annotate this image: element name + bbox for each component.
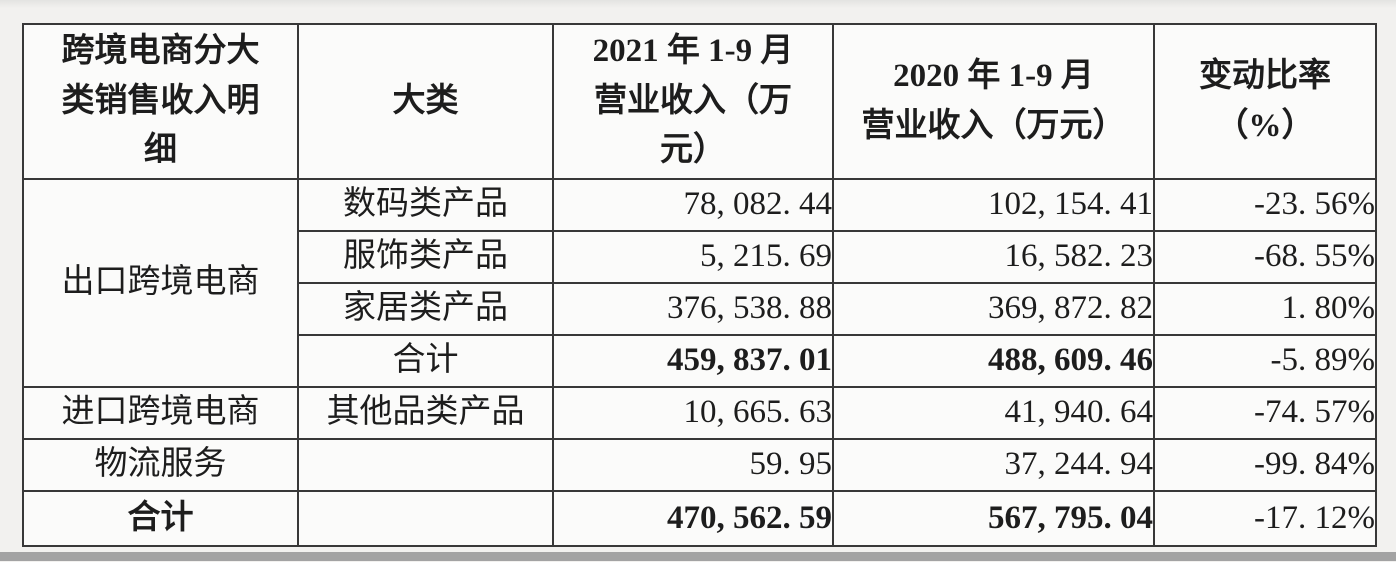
header-2021-line: 2021 年 1-9 月 — [592, 33, 794, 70]
revenue-2021-cell: 78, 082. 44 — [552, 178, 834, 232]
table-row-logistics: 物流服务 59. 95 37, 244. 94 -99. 84% — [22, 438, 1377, 492]
change-ratio-cell: -74. 57% — [1153, 386, 1377, 440]
header-category-line: 大类 — [392, 82, 459, 119]
header-change-line: （%） — [1215, 107, 1315, 144]
change-ratio-cell: -68. 55% — [1153, 230, 1377, 284]
revenue-2021-cell: 10, 665. 63 — [552, 386, 834, 440]
bottom-shadow-bar — [0, 552, 1396, 561]
revenue-2021-cell: 470, 562. 59 — [552, 490, 834, 547]
table-row-export-subtotal: 合计 459, 837. 01 488, 609. 46 -5. 89% — [23, 334, 1377, 388]
change-ratio-cell: -99. 84% — [1153, 438, 1377, 492]
category-cell: 其他品类产品 — [297, 386, 554, 440]
revenue-2020-cell: 41, 940. 64 — [832, 386, 1155, 440]
revenue-2020-cell: 102, 154. 41 — [832, 178, 1155, 232]
revenue-2021-cell: 459, 837. 01 — [552, 334, 834, 388]
category-cell: 家居类产品 — [297, 282, 554, 336]
header-2021-line: 元） — [660, 132, 726, 169]
change-ratio-cell: 1. 80% — [1153, 282, 1377, 336]
revenue-breakdown-table: 跨境电商分大 类销售收入明 细 大类 2021 年 1-9 月 营业收入（万 元… — [22, 23, 1377, 547]
category-cell-empty — [297, 438, 554, 492]
revenue-2021-cell: 59. 95 — [552, 438, 834, 492]
header-detail-line: 类销售收入明 — [61, 82, 260, 119]
subtotal-label-cell: 合计 — [297, 334, 554, 388]
change-ratio-cell: -17. 12% — [1153, 490, 1377, 547]
header-detail-line: 细 — [144, 132, 177, 169]
revenue-2020-cell: 488, 609. 46 — [832, 334, 1155, 388]
revenue-2020-cell: 369, 872. 82 — [832, 282, 1155, 336]
table-row-grand-total: 合计 470, 562. 59 567, 795. 04 -17. 12% — [22, 490, 1377, 547]
table-row-home: 家居类产品 376, 538. 88 369, 872. 82 1. 80% — [23, 282, 1377, 336]
header-change-line: 变动比率 — [1199, 58, 1331, 94]
table-row-digital: 出口跨境电商 数码类产品 78, 082. 44 102, 154. 41 -2… — [22, 178, 1377, 388]
category-cell: 数码类产品 — [297, 178, 554, 232]
group-cell-logistics: 物流服务 — [22, 438, 299, 492]
group-cell-import: 进口跨境电商 — [22, 386, 299, 440]
header-category: 大类 — [297, 23, 554, 180]
table-row-import: 进口跨境电商 其他品类产品 10, 665. 63 41, 940. 64 -7… — [22, 386, 1377, 440]
change-ratio-cell: -23. 56% — [1153, 178, 1377, 232]
grand-total-label-cell: 合计 — [22, 490, 299, 547]
category-cell: 服饰类产品 — [297, 230, 554, 284]
table-row-apparel: 服饰类产品 5, 215. 69 16, 582. 23 -68. 55% — [23, 230, 1377, 284]
header-change-ratio: 变动比率 （%） — [1153, 23, 1377, 180]
header-2020-revenue: 2020 年 1-9 月 营业收入（万元） — [832, 23, 1155, 180]
change-ratio-cell: -5. 89% — [1153, 334, 1377, 388]
header-2021-revenue: 2021 年 1-9 月 营业收入（万 元） — [552, 23, 834, 180]
group-cell-export: 出口跨境电商 — [22, 178, 299, 388]
category-cell-empty — [297, 490, 554, 547]
header-row: 跨境电商分大 类销售收入明 细 大类 2021 年 1-9 月 营业收入（万 元… — [22, 23, 1377, 180]
header-2020-line: 营业收入（万元） — [861, 107, 1126, 144]
revenue-2020-cell: 567, 795. 04 — [832, 490, 1155, 547]
header-detail-line: 跨境电商分大 — [61, 33, 260, 70]
revenue-2020-cell: 37, 244. 94 — [832, 438, 1155, 492]
header-2020-line: 2020 年 1-9 月 — [893, 58, 1094, 94]
header-2021-line: 营业收入（万 — [594, 82, 792, 119]
header-detail: 跨境电商分大 类销售收入明 细 — [22, 23, 299, 180]
revenue-2021-cell: 376, 538. 88 — [552, 282, 834, 336]
revenue-2021-cell: 5, 215. 69 — [552, 230, 834, 284]
revenue-2020-cell: 16, 582. 23 — [832, 230, 1155, 284]
